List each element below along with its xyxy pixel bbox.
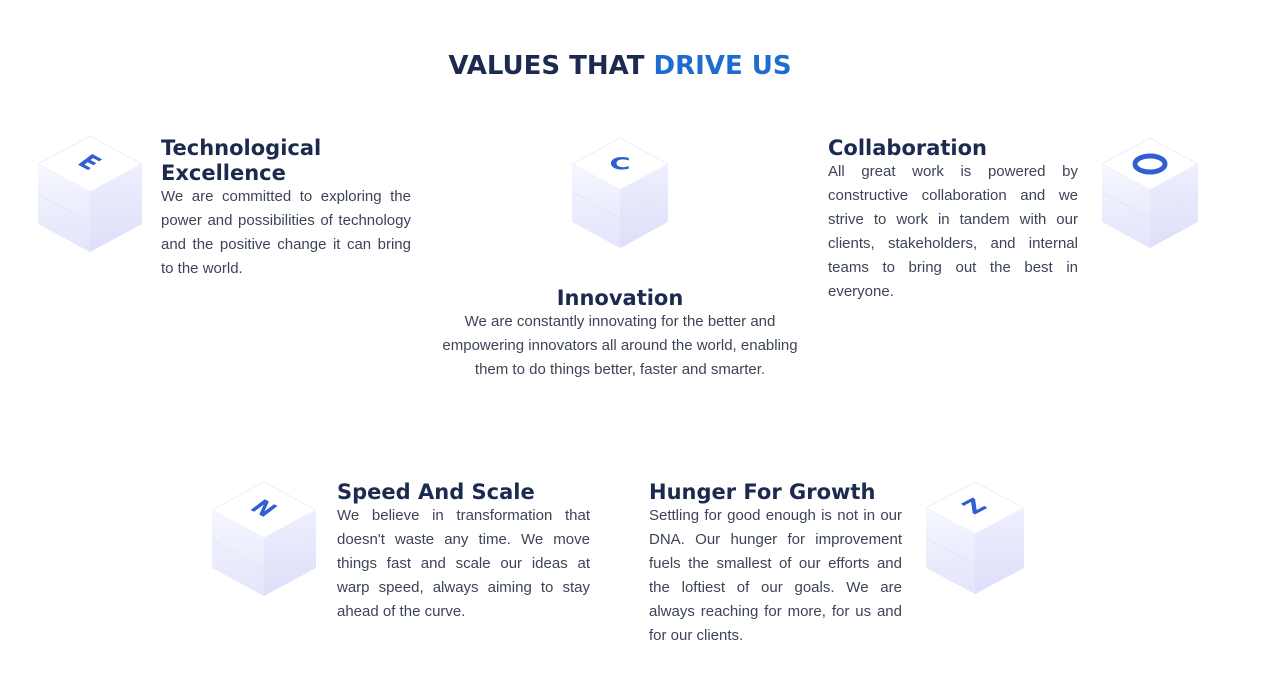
value-text-collaboration: All great work is powered by constructiv… [828,163,1078,300]
section-title-main: VALUES THAT [448,51,645,82]
section-title: VALUES THAT DRIVE US [0,51,1240,81]
section-title-accent: DRIVE US [653,51,792,82]
value-title-hunger-for-growth: Hunger For Growth [649,480,876,504]
value-title-line: Technological [161,136,322,160]
value-title-collaboration: Collaboration [828,136,988,160]
value-title-innovation: Innovation [556,286,684,310]
value-title-speed-and-scale: Speed And Scale [337,480,535,504]
value-text-speed-and-scale: We believe in transformation that doesn'… [337,507,590,620]
value-text-technological-excellence: We are committed to exploring the power … [161,188,411,277]
svg-text:C: C [609,154,630,174]
cube-letter-c-icon: C [568,128,672,252]
cube-letter-z-icon: Z [922,476,1028,600]
value-text-innovation: We are constantly innovating for the bet… [442,313,798,378]
value-text-hunger-for-growth: Settling for good enough is not in our D… [649,507,902,644]
cube-letter-o-icon [1098,128,1202,252]
value-title-technological-excellence: Technological Excellence [161,136,321,186]
cube-letter-n-icon: N [208,476,320,600]
value-title-line: Excellence [161,161,286,185]
cube-letter-e-icon: E [34,132,146,256]
